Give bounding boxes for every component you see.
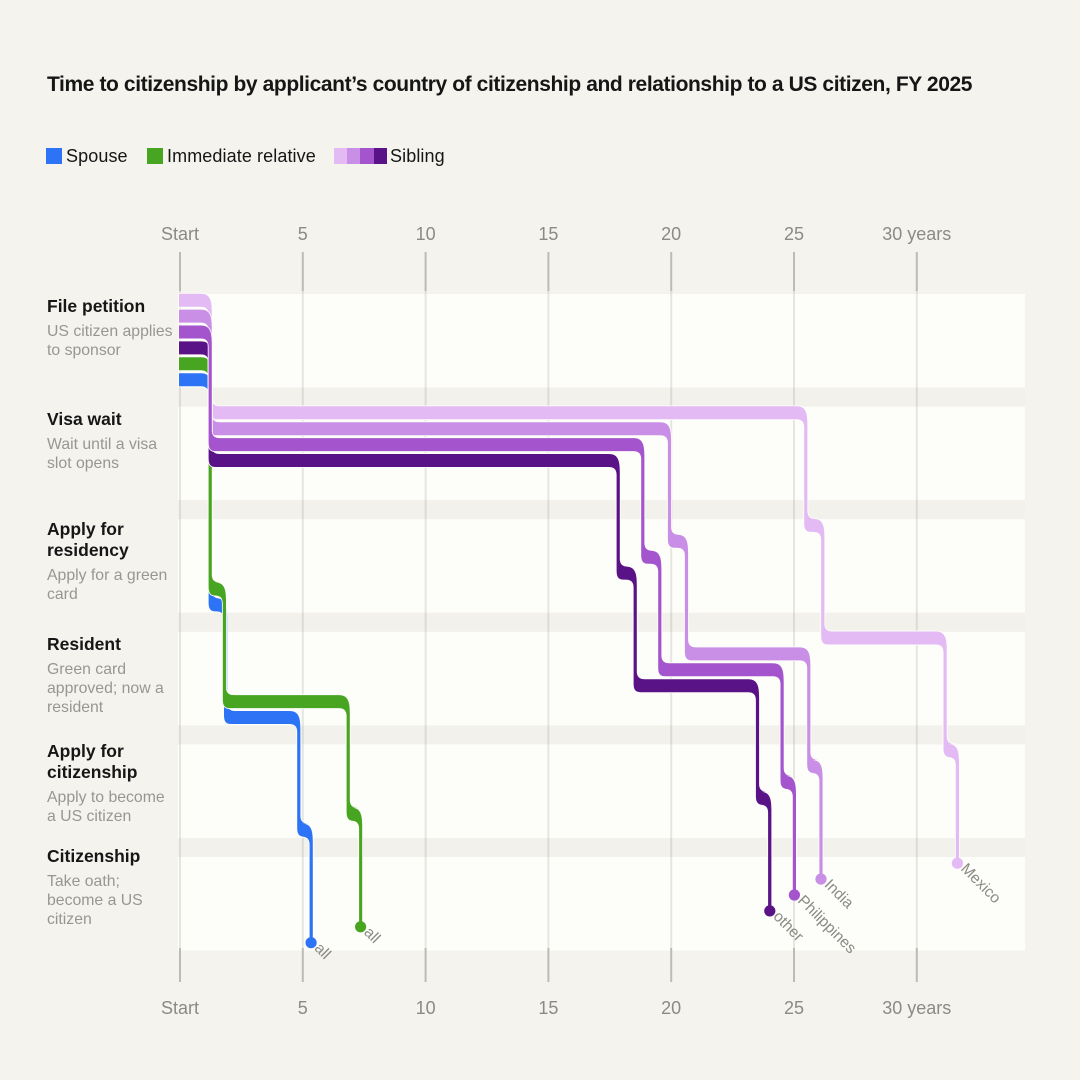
svg-text:10: 10 bbox=[416, 224, 436, 244]
svg-text:10: 10 bbox=[416, 998, 436, 1018]
svg-text:15: 15 bbox=[538, 998, 558, 1018]
svg-text:20: 20 bbox=[661, 998, 681, 1018]
svg-text:30 years: 30 years bbox=[882, 224, 951, 244]
svg-text:5: 5 bbox=[298, 998, 308, 1018]
svg-text:20: 20 bbox=[661, 224, 681, 244]
svg-text:30 years: 30 years bbox=[882, 998, 951, 1018]
svg-text:25: 25 bbox=[784, 224, 804, 244]
svg-text:Start: Start bbox=[161, 224, 199, 244]
svg-text:25: 25 bbox=[784, 998, 804, 1018]
svg-text:Start: Start bbox=[161, 998, 199, 1018]
svg-text:5: 5 bbox=[298, 224, 308, 244]
svg-text:15: 15 bbox=[538, 224, 558, 244]
